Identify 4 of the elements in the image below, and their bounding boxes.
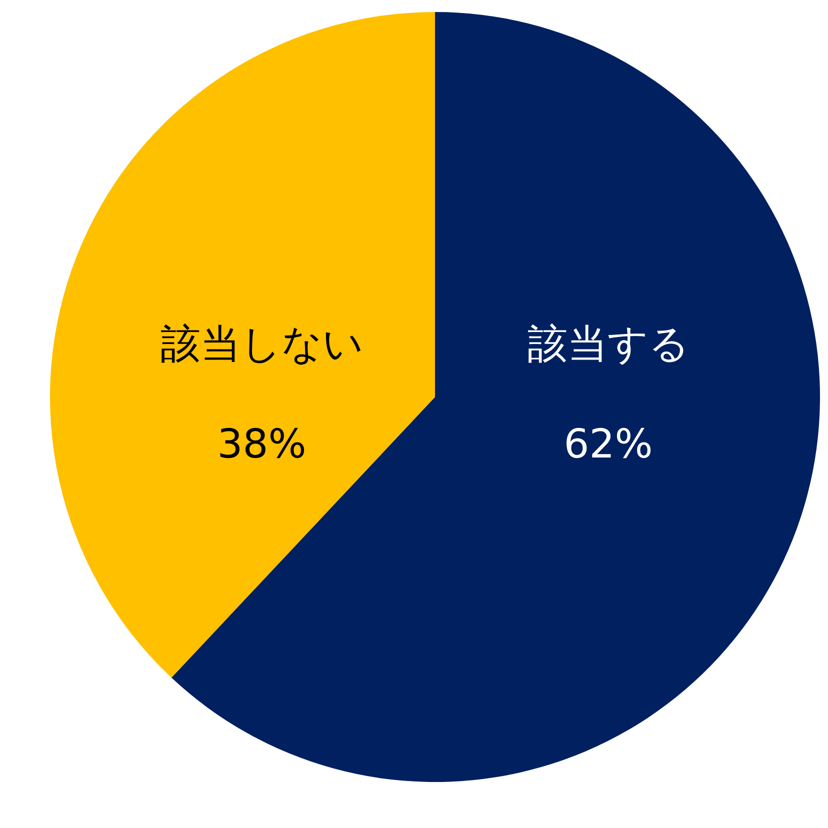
data-label: 38%	[217, 421, 306, 468]
slice-label: 該当しない	[160, 321, 364, 368]
slice-label: 該当する	[527, 321, 690, 368]
data-label: 62%	[564, 421, 653, 468]
